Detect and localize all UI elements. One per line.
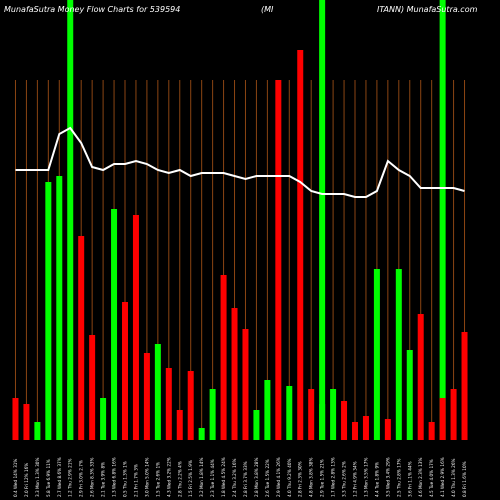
bar	[286, 386, 293, 440]
x-tick-label: 2.8 Thu 2.2% 4%	[177, 461, 182, 497]
x-tick-label: 1.5 Fri 2.5% 1.9%	[188, 460, 193, 497]
bar	[439, 398, 446, 440]
bar	[176, 410, 183, 440]
x-tick-label: 2.9 Wed 4.1% 26%	[276, 457, 281, 497]
x-tick-label: 0.5 Thu 1.3% 1%	[123, 461, 128, 497]
bar	[362, 416, 369, 440]
x-tick-label: 4.6 Mon 2.3% 13%	[418, 458, 423, 497]
bar	[67, 380, 74, 440]
x-tick-label: 1.3 Wed 6.8% 16%	[112, 457, 117, 497]
x-tick-label: 3.5 Wed 3.4% 29%	[385, 457, 390, 497]
bar	[297, 50, 304, 440]
x-tick-label: 2.3 Tue 1.1% 44%	[210, 459, 215, 497]
bar	[132, 215, 139, 440]
bar	[242, 329, 249, 440]
bar	[384, 419, 391, 440]
bar	[89, 335, 96, 440]
x-tick-label: 2.8 Fri 3.7% 33%	[243, 461, 248, 497]
x-tick-label: 1.2 Thu 2.9% 21%	[68, 459, 73, 497]
x-tick-label: 2.1 Tue 3.9% 8%	[101, 462, 106, 497]
bar	[330, 389, 337, 440]
bar	[341, 401, 348, 440]
x-tick-label: 0.8 Fri 1.6% 10%	[462, 461, 467, 497]
bars	[12, 50, 468, 440]
bar	[231, 308, 238, 440]
x-tick-label: 3.6 Fri 1.1% 44%	[407, 461, 412, 497]
x-tick-label: 3.0 Mon 5.0% 14%	[144, 458, 149, 497]
x-tick-label: 2.7 Wed 8.6% 37%	[57, 457, 62, 497]
x-tick-label: 2.4 Thu 3.2% 16%	[232, 459, 237, 497]
x-tick-label: 4.1 Wed 2.9% 16%	[440, 457, 445, 497]
bar	[111, 209, 118, 440]
bar	[34, 422, 41, 440]
x-tick-label: 2.0 Fri 12% 16%	[24, 463, 29, 497]
bar	[406, 350, 413, 440]
bar	[187, 371, 194, 440]
bar	[198, 428, 205, 440]
bar	[220, 275, 227, 440]
x-tick-label: 2.1 Fri 1.7% 3%	[133, 464, 138, 497]
chart-title: MunafaSutra Money Flow Charts for 539594…	[4, 5, 478, 14]
x-tick-label: 2.6 Mon 8.3% 33%	[90, 458, 95, 497]
bar	[165, 368, 172, 440]
bar	[395, 269, 402, 440]
x-tick-label: 1.7 Wed 2.8% 13%	[331, 457, 336, 497]
x-tick-label: 3.2 Mon 1.8% 14%	[199, 458, 204, 497]
x-tick-label: 2.9 Tue 1.5% 21%	[320, 459, 325, 497]
bar	[319, 404, 326, 440]
x-tick-label: 2.8 Fri 2.3% 30%	[298, 461, 303, 497]
bar	[253, 410, 260, 440]
bar	[78, 236, 85, 440]
bar	[45, 182, 52, 440]
x-tick-label: 1.5 Tue 2.6% 1%	[155, 462, 160, 497]
money-flow-line	[15, 126, 465, 198]
x-tick-label: 4.5 Tue 4.0% 17%	[429, 459, 434, 497]
x-tick-label: 1.8 Wed 4.5% 24%	[221, 457, 226, 497]
bar	[154, 344, 161, 440]
bar	[100, 398, 107, 440]
x-tick-label: 4.0 Thu 1.3% 26%	[451, 459, 456, 497]
x-tick-label: 2.5 Thu 2.8% 17%	[396, 459, 401, 497]
bar	[122, 302, 128, 440]
title-left: MunafaSutra Money Flow Charts for 539594	[4, 5, 180, 14]
bar	[209, 389, 216, 440]
bar	[264, 380, 271, 440]
x-tick-label: 4.0 Thu 9.2% 40%	[287, 459, 292, 497]
bar	[450, 389, 457, 440]
bar	[373, 269, 380, 440]
x-tick-label: 3.3 Thu 2.6% 2%	[342, 461, 347, 497]
title-right: (MI	[261, 5, 274, 14]
highlight-column	[319, 0, 326, 440]
x-tick-label: 1.3 Mon 3.5% 17%	[363, 458, 368, 497]
x-tick-label: 2.8 Mon 3.8% 28%	[254, 458, 259, 497]
bar	[275, 80, 282, 440]
x-tick-label: 3.3 Mon 1.3% 30%	[35, 458, 40, 497]
x-tick-labels: 0.4 Wed 14% 31% 2.0 Fri 12% 16% 3.3 Mon 1.…	[13, 457, 467, 497]
bar	[56, 176, 63, 440]
bar	[143, 353, 150, 440]
highlight-columns	[67, 0, 446, 440]
bar	[461, 332, 468, 440]
title-far-right: ITANN) MunafaSutra.com	[377, 5, 478, 14]
bar	[352, 422, 358, 440]
highlight-column	[439, 0, 446, 440]
bar	[23, 404, 30, 440]
x-tick-label: 4.3 Wed 3.2% 22%	[166, 457, 171, 497]
x-tick-label: 4.8 Mon 3.8% 38%	[309, 458, 314, 497]
x-tick-label: 0.4 Wed 14% 31%	[13, 459, 18, 497]
x-tick-label: 1.2 Fri 4.9% 34%	[353, 461, 358, 497]
bar	[12, 398, 19, 440]
x-tick-label: 4.4 Tue 1.8% 9%	[374, 462, 379, 497]
highlight-column	[67, 0, 74, 440]
bar	[428, 422, 435, 440]
x-tick-label: 2.6 Tue 1.5% 22%	[265, 459, 270, 497]
bar	[417, 314, 424, 440]
x-tick-label: 2.9 Fri 3.0% 2.7%	[79, 460, 84, 497]
bar	[308, 389, 315, 440]
flow-line	[15, 126, 465, 198]
x-tick-label: 5.8 Tue 6.9% 11%	[46, 459, 51, 497]
